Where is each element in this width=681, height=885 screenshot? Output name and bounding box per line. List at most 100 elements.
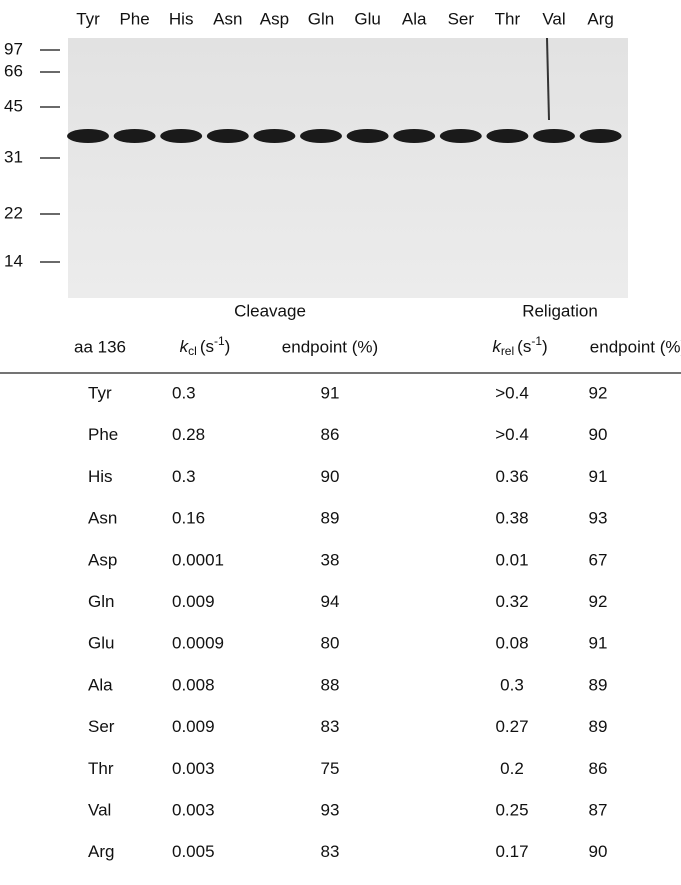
table-cell: Phe — [88, 425, 118, 444]
table-cell: 0.3 — [172, 467, 196, 486]
protein-band — [486, 129, 528, 143]
marker-label: 22 — [4, 203, 23, 222]
protein-band — [440, 129, 482, 143]
lane-label: Gln — [308, 9, 334, 28]
subscript: rel — [501, 344, 514, 358]
protein-band — [114, 129, 156, 143]
superscript: -1 — [214, 334, 225, 348]
table-cell: 80 — [321, 634, 340, 653]
column-header: aa 136 — [74, 337, 126, 356]
marker-label: 14 — [4, 251, 23, 270]
marker-label: 97 — [4, 39, 23, 58]
table-cell: 0.27 — [495, 717, 528, 736]
table-cell: Val — [88, 800, 111, 819]
table-cell: 38 — [321, 550, 340, 569]
table-cell: 91 — [321, 383, 340, 402]
table-cell: 86 — [321, 425, 340, 444]
table-cell: 0.01 — [495, 550, 528, 569]
protein-band — [393, 129, 435, 143]
table-cell: 83 — [321, 842, 340, 861]
lane-label: Asn — [213, 9, 242, 28]
lane-label: Asp — [260, 9, 289, 28]
table-cell: 0.16 — [172, 509, 205, 528]
table-cell: 0.17 — [495, 842, 528, 861]
table-cell: 0.003 — [172, 800, 215, 819]
lane-label: Ala — [402, 9, 427, 28]
column-header: kcl(s-1) — [180, 334, 231, 358]
lane-label: Tyr — [76, 9, 100, 28]
table-cell: 0.0001 — [172, 550, 224, 569]
table-cell: 89 — [589, 675, 608, 694]
table-cell: 0.005 — [172, 842, 215, 861]
protein-band — [300, 129, 342, 143]
lane-label: Thr — [495, 9, 521, 28]
table-cell: 90 — [589, 425, 608, 444]
table-cell: 0.38 — [495, 509, 528, 528]
table-cell: 91 — [589, 467, 608, 486]
table-cell: 90 — [321, 467, 340, 486]
group-header: Religation — [522, 301, 598, 320]
unit: (s — [517, 337, 531, 356]
table-cell: Ala — [88, 675, 113, 694]
lane-label: Ser — [448, 9, 475, 28]
protein-band — [207, 129, 249, 143]
table-cell: 0.08 — [495, 634, 528, 653]
table-cell: 0.3 — [172, 383, 196, 402]
protein-band — [160, 129, 202, 143]
table-cell: 92 — [589, 592, 608, 611]
table-cell: 83 — [321, 717, 340, 736]
table-cell: Ser — [88, 717, 115, 736]
table-cell: Thr — [88, 759, 114, 778]
column-header: krel(s-1) — [492, 334, 547, 358]
table-cell: 0.2 — [500, 759, 524, 778]
unit: ) — [542, 337, 548, 356]
subscript: cl — [188, 344, 197, 358]
table-cell: 93 — [589, 509, 608, 528]
marker-label: 31 — [4, 147, 23, 166]
protein-band — [347, 129, 389, 143]
gel-image — [68, 38, 628, 298]
table-cell: 91 — [589, 634, 608, 653]
table-cell: 0.003 — [172, 759, 215, 778]
unit: ) — [225, 337, 231, 356]
table-cell: >0.4 — [495, 383, 529, 402]
table-cell: 93 — [321, 800, 340, 819]
table-cell: Glu — [88, 634, 114, 653]
table-cell: 0.0009 — [172, 634, 224, 653]
table-cell: >0.4 — [495, 425, 529, 444]
table-cell: 0.32 — [495, 592, 528, 611]
lane-label: His — [169, 9, 194, 28]
protein-band — [253, 129, 295, 143]
protein-band — [67, 129, 109, 143]
table-cell: Asn — [88, 509, 117, 528]
superscript: -1 — [531, 334, 542, 348]
column-header: endpoint (%) — [590, 337, 681, 356]
table-cell: 94 — [321, 592, 340, 611]
table-cell: 89 — [321, 509, 340, 528]
column-header: endpoint (%) — [282, 337, 378, 356]
lane-label: Phe — [119, 9, 149, 28]
table-cell: 0.009 — [172, 717, 215, 736]
table-cell: 90 — [589, 842, 608, 861]
table-cell: 0.28 — [172, 425, 205, 444]
table-cell: Arg — [88, 842, 114, 861]
table-cell: Gln — [88, 592, 114, 611]
marker-label: 66 — [4, 61, 23, 80]
table-cell: 0.25 — [495, 800, 528, 819]
table-cell: 0.36 — [495, 467, 528, 486]
table-cell: 75 — [321, 759, 340, 778]
table-cell: His — [88, 467, 113, 486]
figure: Cleavage Religation TyrPheHisAsnAspGlnGl… — [0, 0, 681, 885]
table-cell: Asp — [88, 550, 117, 569]
table-cell: 89 — [589, 717, 608, 736]
lane-label: Val — [542, 9, 565, 28]
table-cell: 0.3 — [500, 675, 524, 694]
marker-label: 45 — [4, 96, 23, 115]
table-cell: 0.008 — [172, 675, 215, 694]
table-cell: Tyr — [88, 383, 112, 402]
lane-label: Arg — [587, 9, 613, 28]
table-cell: 87 — [589, 800, 608, 819]
protein-band — [580, 129, 622, 143]
table-cell: 86 — [589, 759, 608, 778]
table-cell: 92 — [589, 383, 608, 402]
